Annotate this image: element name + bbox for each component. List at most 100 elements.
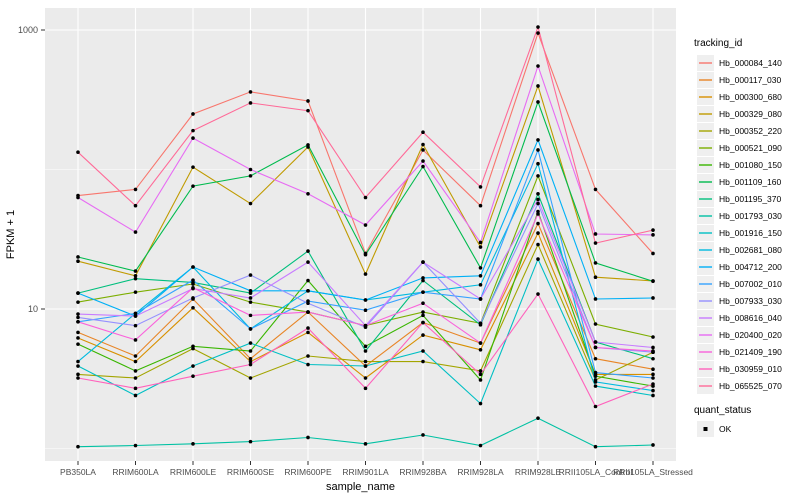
- data-point: [651, 382, 655, 386]
- data-point: [363, 359, 368, 364]
- data-point: [593, 345, 598, 350]
- data-point: [651, 372, 655, 377]
- data-point: [306, 143, 310, 147]
- data-point: [133, 203, 138, 208]
- legend-item-label: Hb_065525_070: [719, 381, 782, 391]
- data-point: [248, 359, 253, 364]
- x-tick-label: RRIM600PE: [284, 467, 332, 477]
- legend2-item[interactable]: OK: [697, 421, 732, 437]
- data-point: [536, 148, 540, 152]
- data-point: [478, 203, 483, 208]
- data-point: [421, 290, 425, 294]
- data-point: [133, 290, 138, 294]
- legend-item[interactable]: Hb_001793_030: [697, 208, 782, 224]
- data-point: [421, 349, 425, 353]
- data-point: [651, 228, 655, 232]
- legend-item[interactable]: Hb_000117_030: [697, 72, 782, 88]
- data-point: [478, 273, 483, 278]
- data-point: [651, 349, 655, 353]
- data-point: [133, 187, 138, 192]
- data-point: [191, 165, 195, 169]
- data-point: [593, 370, 598, 375]
- data-point: [651, 296, 655, 300]
- x-tick-label: RRII105LA_Control: [559, 467, 633, 477]
- legend-item[interactable]: Hb_001109_160: [697, 174, 782, 190]
- legend-item[interactable]: Hb_008616_040: [697, 310, 782, 326]
- legend-item[interactable]: Hb_000521_090: [697, 140, 782, 156]
- data-point: [478, 297, 483, 301]
- data-point: [133, 276, 138, 281]
- data-point: [248, 327, 253, 331]
- data-point: [536, 25, 540, 29]
- data-point: [421, 130, 425, 135]
- data-point: [651, 443, 655, 447]
- data-point: [191, 136, 195, 140]
- data-point: [478, 341, 483, 345]
- data-point: [478, 266, 483, 270]
- data-point: [421, 159, 425, 163]
- data-point: [306, 301, 310, 306]
- data-point: [248, 90, 253, 94]
- legend-item[interactable]: Hb_030959_010: [697, 361, 782, 377]
- data-point: [248, 289, 253, 293]
- data-point: [536, 242, 540, 247]
- y-tick-label: 10: [28, 304, 38, 314]
- data-point: [651, 376, 655, 380]
- legend-item[interactable]: Hb_001080_150: [697, 157, 782, 173]
- legend-item[interactable]: Hb_000300_680: [697, 89, 782, 105]
- data-point: [593, 241, 598, 245]
- data-point: [306, 289, 310, 293]
- legend-item-label: Hb_000352_220: [719, 126, 782, 136]
- legend-item-label: Hb_000084_140: [719, 58, 782, 68]
- legend-item[interactable]: Hb_001195_370: [697, 191, 782, 207]
- legend-item[interactable]: Hb_004712_200: [697, 259, 782, 275]
- x-tick-label: RRIM901LA: [342, 467, 389, 477]
- data-point: [191, 285, 195, 290]
- legend-item[interactable]: Hb_002681_080: [697, 242, 782, 258]
- legend-item[interactable]: Hb_000084_140: [697, 55, 782, 71]
- data-point: [421, 278, 425, 283]
- legend-item-label: Hb_001080_150: [719, 160, 782, 170]
- legend-item-label: Hb_021409_190: [719, 347, 782, 357]
- data-point: [536, 197, 540, 202]
- data-point: [536, 138, 540, 142]
- data-point: [536, 221, 540, 226]
- data-point: [133, 386, 138, 391]
- legend-item[interactable]: Hb_020400_020: [697, 327, 782, 343]
- legend-item-label: Hb_008616_040: [719, 313, 782, 323]
- legend-item[interactable]: Hb_007002_010: [697, 276, 782, 292]
- data-point: [593, 261, 598, 265]
- data-point: [248, 101, 253, 105]
- legend-item[interactable]: Hb_000329_080: [697, 106, 782, 122]
- legend-item-label: Hb_007002_010: [719, 279, 782, 289]
- legend-item[interactable]: Hb_007933_030: [697, 293, 782, 309]
- legend-item[interactable]: Hb_001916_150: [697, 225, 782, 241]
- data-point: [363, 272, 368, 276]
- legend-item-label: Hb_004712_200: [719, 262, 782, 272]
- quant-status-point-icon: [703, 427, 708, 431]
- legend-item[interactable]: Hb_021409_190: [697, 344, 782, 360]
- data-point: [191, 442, 195, 446]
- data-point: [133, 338, 138, 342]
- data-point: [133, 443, 138, 448]
- legend-item[interactable]: Hb_000352_220: [697, 123, 782, 139]
- data-point: [76, 150, 80, 155]
- data-point: [306, 99, 310, 103]
- data-point: [421, 320, 425, 325]
- data-point: [248, 167, 253, 172]
- data-point: [651, 233, 655, 237]
- data-point: [306, 278, 310, 283]
- data-point: [76, 312, 80, 316]
- legend-item-label: Hb_000521_090: [719, 143, 782, 153]
- data-point: [363, 298, 368, 302]
- data-point: [191, 344, 195, 349]
- data-point: [248, 296, 253, 300]
- data-point: [306, 330, 310, 335]
- data-point: [593, 356, 598, 361]
- data-point: [191, 112, 195, 116]
- data-point: [248, 376, 253, 380]
- legend-item[interactable]: Hb_065525_070: [697, 378, 782, 394]
- data-point: [248, 341, 253, 345]
